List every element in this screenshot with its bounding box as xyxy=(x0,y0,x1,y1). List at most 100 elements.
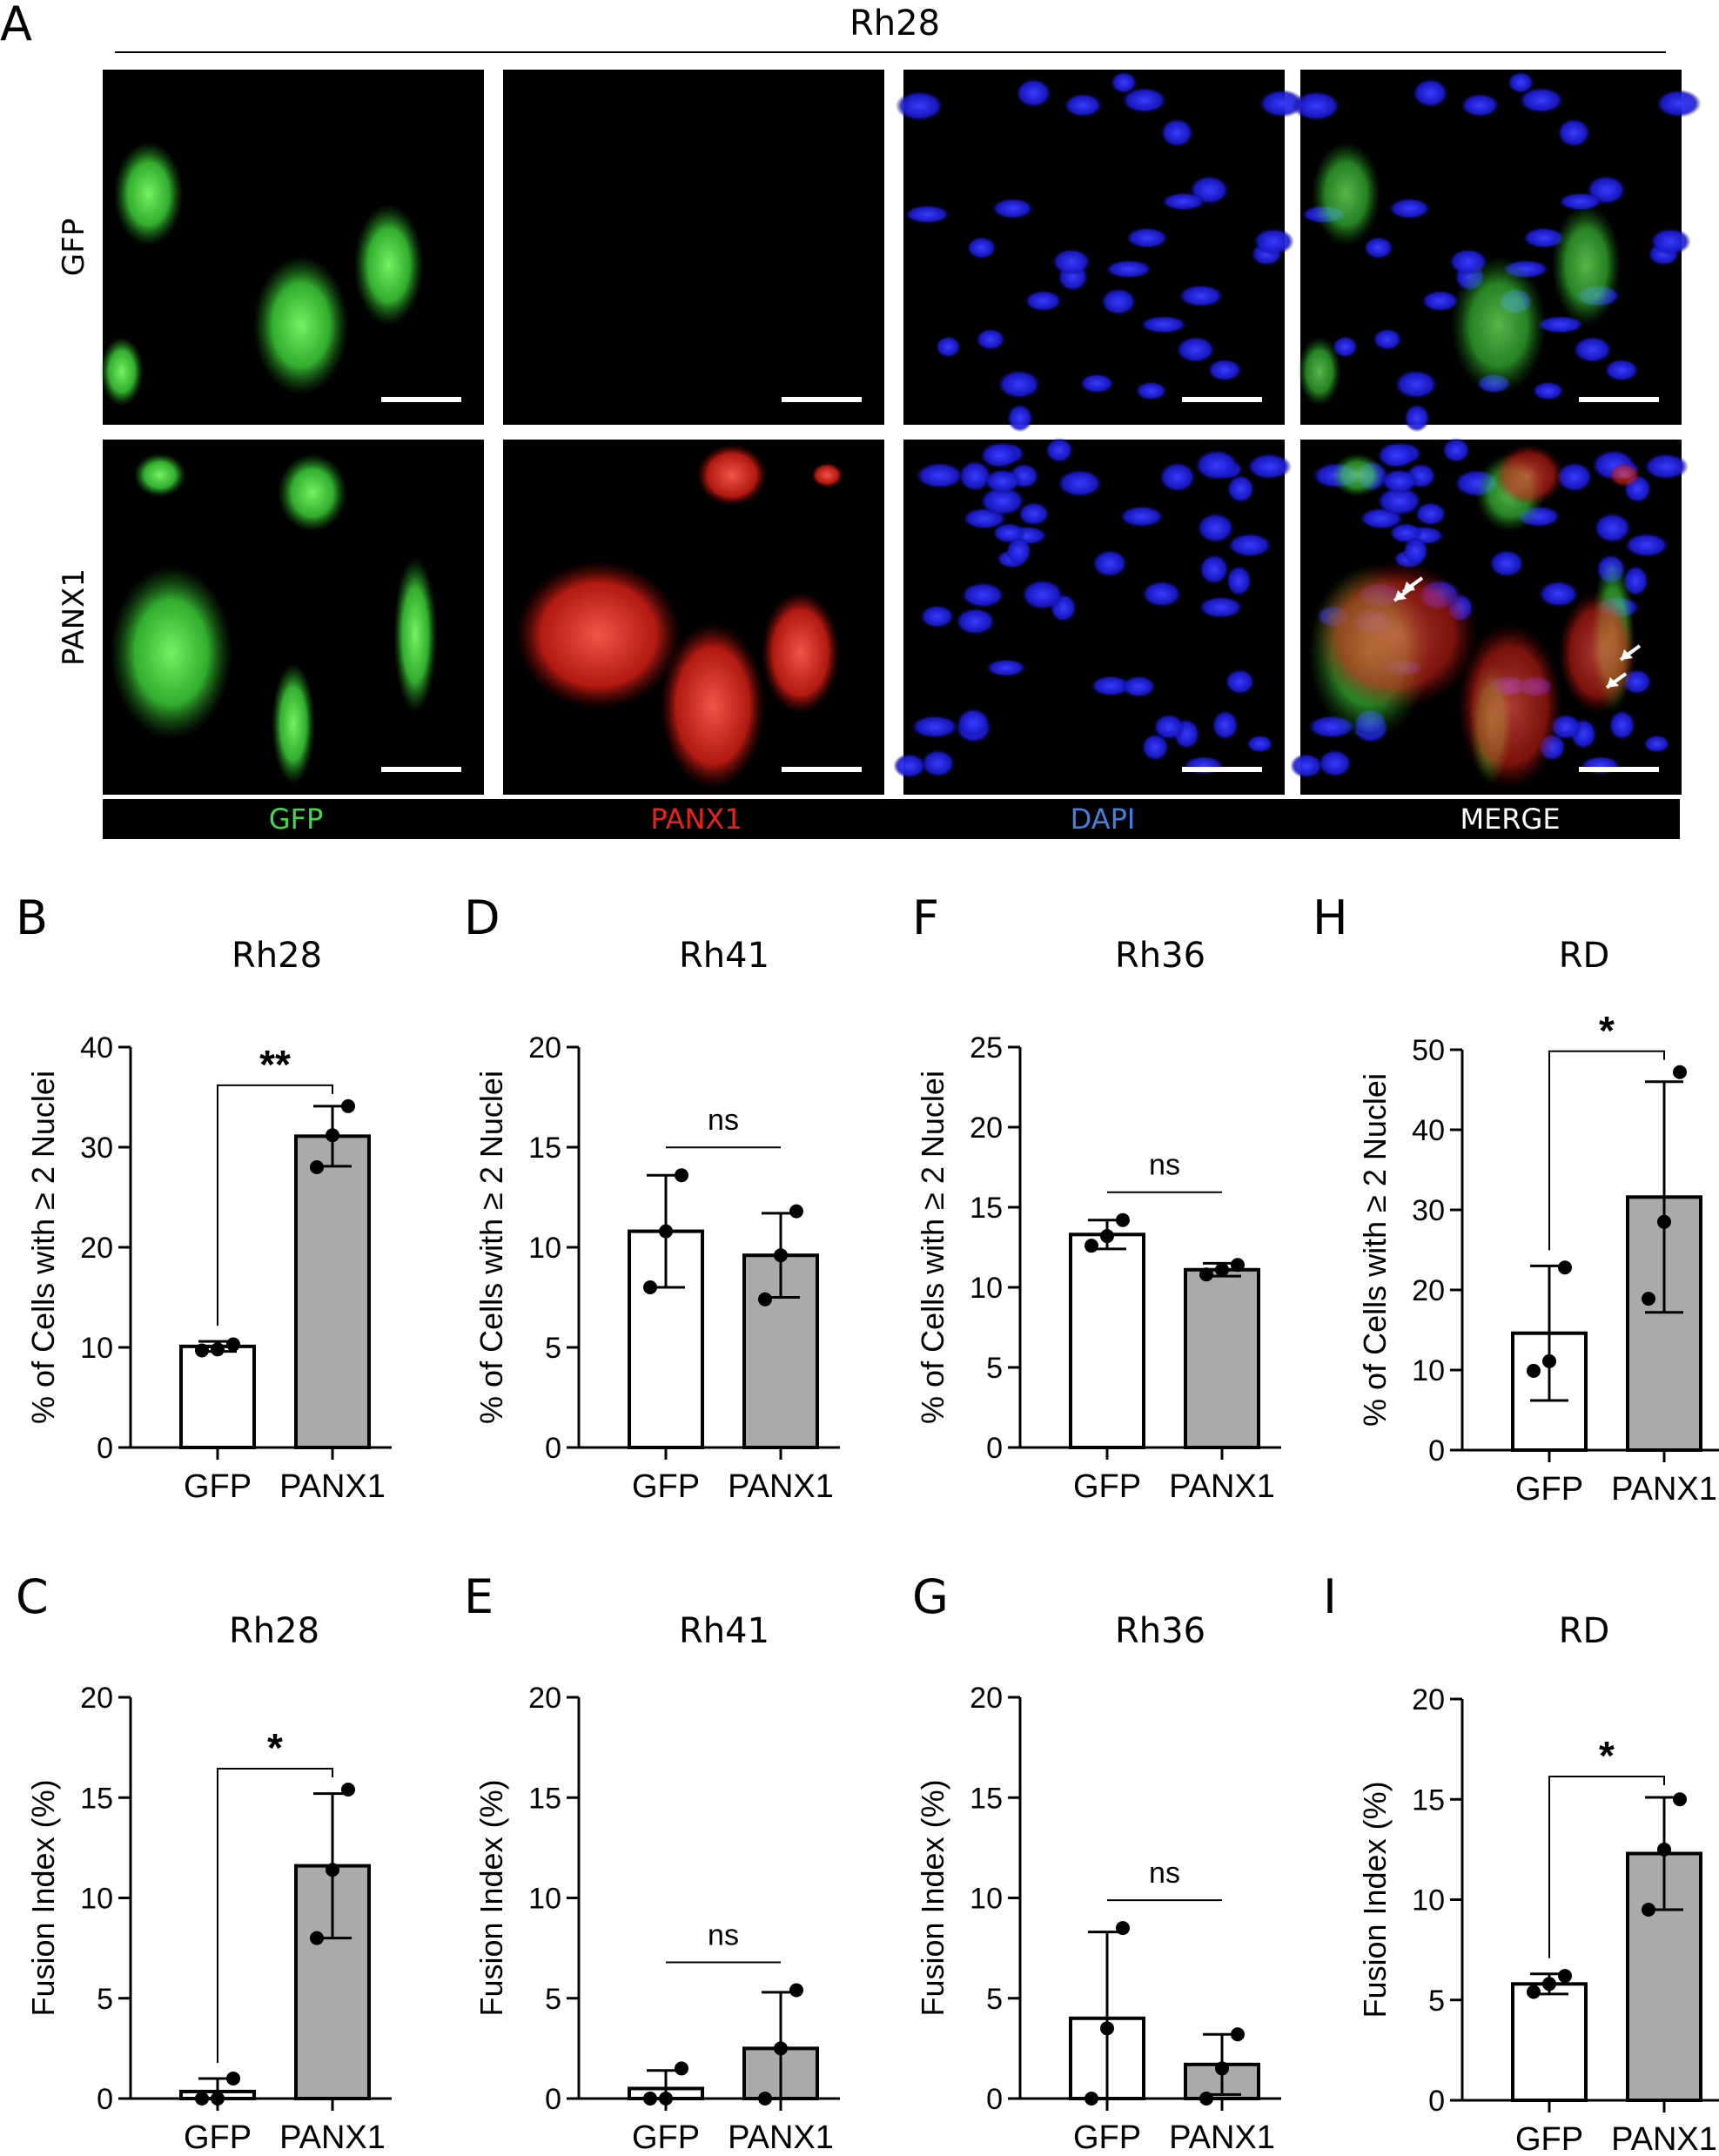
x-tick-label: PANX1 xyxy=(279,2119,386,2156)
channel-label: DAPI xyxy=(1071,803,1136,836)
cell-blob xyxy=(1259,89,1305,118)
red-cell xyxy=(515,561,682,709)
cell-blob xyxy=(1178,284,1224,307)
micrograph-tile xyxy=(99,70,484,425)
cell-blob xyxy=(1532,381,1564,400)
micrograph-tile xyxy=(1290,438,1689,795)
red-cell xyxy=(660,623,765,789)
green-cell xyxy=(99,336,144,406)
red-cell xyxy=(1457,623,1562,789)
cell-blob xyxy=(1119,506,1165,527)
y-axis-label: % of Cells with ≥ 2 Nuclei xyxy=(25,1071,61,1424)
scale-bar xyxy=(1579,767,1659,772)
red-cell xyxy=(811,462,843,487)
green-cell xyxy=(277,453,347,533)
channel-label: GFP xyxy=(269,803,324,836)
y-tick-label: 10 xyxy=(970,1272,1003,1305)
green-cell xyxy=(1551,204,1622,326)
cell-blob xyxy=(961,581,1005,608)
data-point xyxy=(1657,1842,1671,1857)
data-point xyxy=(1116,1212,1130,1227)
chart-panel-i: I RD Fusion Index (%) 0 5 10 15 20 GFP PANX1 * xyxy=(1323,1569,1719,2156)
scale-bar xyxy=(782,397,862,402)
green-cell xyxy=(353,204,424,326)
cell-blob xyxy=(1394,370,1438,400)
cell-blob xyxy=(910,715,959,739)
cell-blob xyxy=(1100,287,1137,316)
data-point xyxy=(789,1983,803,1998)
micrograph-tile xyxy=(1292,70,1702,433)
y-tick-label: 0 xyxy=(1428,1434,1445,1468)
y-tick-label: 50 xyxy=(1412,1034,1445,1067)
row-label: PANX1 xyxy=(57,568,91,666)
micrograph-grid xyxy=(99,70,1702,795)
red-cell xyxy=(696,444,767,506)
y-tick-label: 10 xyxy=(528,1883,561,1916)
y-tick-label: 20 xyxy=(80,1232,113,1265)
cell-blob xyxy=(1403,404,1430,433)
x-tick-label: GFP xyxy=(1515,2121,1583,2156)
panel-letter: I xyxy=(1323,1569,1337,1624)
micrograph-tile xyxy=(503,70,884,425)
y-tick-label: 10 xyxy=(1412,1354,1445,1387)
significance-label: ns xyxy=(708,1104,739,1137)
cell-blob xyxy=(1488,549,1525,578)
data-point xyxy=(758,2092,772,2106)
significance-bracket xyxy=(1548,1050,1665,1251)
green-cell xyxy=(133,453,186,497)
row-labels: GFP PANX1 xyxy=(57,218,91,666)
cell-blob xyxy=(1194,449,1239,481)
panel-letter: E xyxy=(464,1569,494,1624)
y-tick-label: 0 xyxy=(986,2083,1003,2116)
cell-blob xyxy=(1246,453,1293,480)
y-tick-label: 0 xyxy=(545,1432,561,1465)
y-tick-label: 15 xyxy=(528,1782,561,1815)
significance-label: ns xyxy=(1149,1857,1180,1890)
cell-blob xyxy=(1252,227,1294,255)
x-tick-label: GFP xyxy=(184,1468,252,1505)
cell-blob xyxy=(1594,513,1632,543)
cell-blob xyxy=(1199,596,1244,619)
y-tick-label: 10 xyxy=(970,1883,1003,1916)
data-point xyxy=(1558,1260,1572,1275)
y-tick-label: 10 xyxy=(1412,1884,1445,1918)
data-point xyxy=(643,2092,657,2106)
arrow-head xyxy=(1607,677,1619,688)
chart-title: RD xyxy=(1559,1611,1610,1651)
y-axis-label: % of Cells with ≥ 2 Nuclei xyxy=(915,1071,950,1424)
y-tick-label: 30 xyxy=(80,1132,113,1165)
micrograph-tile xyxy=(503,440,884,795)
y-tick-label: 0 xyxy=(1428,2085,1445,2118)
row-label: GFP xyxy=(57,218,91,276)
data-point xyxy=(1673,1065,1687,1079)
data-point xyxy=(659,1224,673,1239)
x-tick-label: GFP xyxy=(1073,2119,1141,2156)
data-point xyxy=(1231,2027,1245,2042)
y-tick-label: 40 xyxy=(80,1031,113,1065)
y-tick-label: 15 xyxy=(80,1782,113,1815)
cell-blob xyxy=(1376,442,1416,469)
data-point xyxy=(226,1337,240,1352)
cell-blob xyxy=(1580,756,1621,776)
chart-panel-e: E Rh41 Fusion Index (%) 0 5 10 15 20 GFP PANX1 ns xyxy=(464,1569,840,2156)
cell-blob xyxy=(979,486,1025,516)
cell-blob xyxy=(997,370,1041,400)
scale-bar xyxy=(1182,397,1262,402)
y-axis-label: % of Cells with ≥ 2 Nuclei xyxy=(473,1071,509,1424)
y-axis-label: Fusion Index (%) xyxy=(1357,1781,1393,2018)
panel-a-micrographs: A Rh28 GFP PANX1 GFP PANX1 DAPI MERGE xyxy=(0,0,1702,839)
significance-label: ns xyxy=(708,1919,739,1952)
data-point xyxy=(758,1292,772,1306)
chart-panel-f: F Rh36 % of Cells with ≥ 2 Nuclei 0 5 10 15 20 2… xyxy=(912,890,1281,1505)
cell-blob xyxy=(1064,93,1103,118)
chart-panel-c: C Rh28 Fusion Index (%) 0 5 10 15 20 GFP PANX1 * xyxy=(16,1569,392,2156)
cell-blob xyxy=(1604,359,1639,382)
data-point xyxy=(1642,1903,1655,1918)
cell-blob xyxy=(1414,501,1447,527)
significance-label: * xyxy=(1599,1008,1615,1053)
micrograph-tile xyxy=(895,70,1305,433)
data-point xyxy=(1231,1258,1245,1273)
data-point xyxy=(643,1280,657,1294)
bar xyxy=(179,1344,256,1449)
y-tick-label: 20 xyxy=(1412,1683,1445,1716)
